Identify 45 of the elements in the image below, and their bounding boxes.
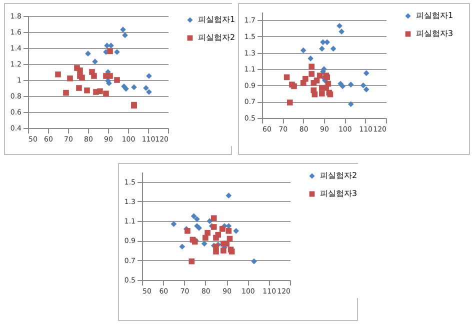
point [340,83,346,90]
point [348,101,354,108]
point [210,215,217,222]
point [215,232,222,238]
point [360,82,366,88]
point [308,71,315,77]
point [213,248,219,254]
point [300,47,306,54]
point [319,90,325,96]
point [308,56,314,62]
point [336,22,342,29]
point [302,76,308,82]
point [314,78,320,84]
point [319,46,325,52]
point [224,240,230,247]
point [286,100,293,106]
point [194,216,200,222]
legend-label: 피실험자2 [320,171,358,180]
point [226,228,232,234]
point [325,80,332,87]
point [190,213,197,220]
point [226,192,232,198]
point [201,240,208,247]
point [233,228,239,234]
point [363,70,370,76]
point [308,64,315,70]
point [179,244,186,250]
legend-label: 피실험자1 [198,15,236,24]
point [251,258,257,264]
legend-label: 피실험자3 [320,189,358,198]
point [338,28,344,34]
point [330,46,336,52]
point [316,72,323,79]
point [363,86,370,92]
legend-label: 피실험자2 [198,33,236,42]
point [220,248,226,254]
point [219,226,226,232]
legend-label: 피실험자1 [416,11,454,20]
point [188,258,195,264]
point [170,221,177,227]
legend-label: 피실험자3 [416,29,454,38]
point [348,82,354,88]
point [206,218,213,224]
point [204,230,210,236]
point [312,91,318,98]
